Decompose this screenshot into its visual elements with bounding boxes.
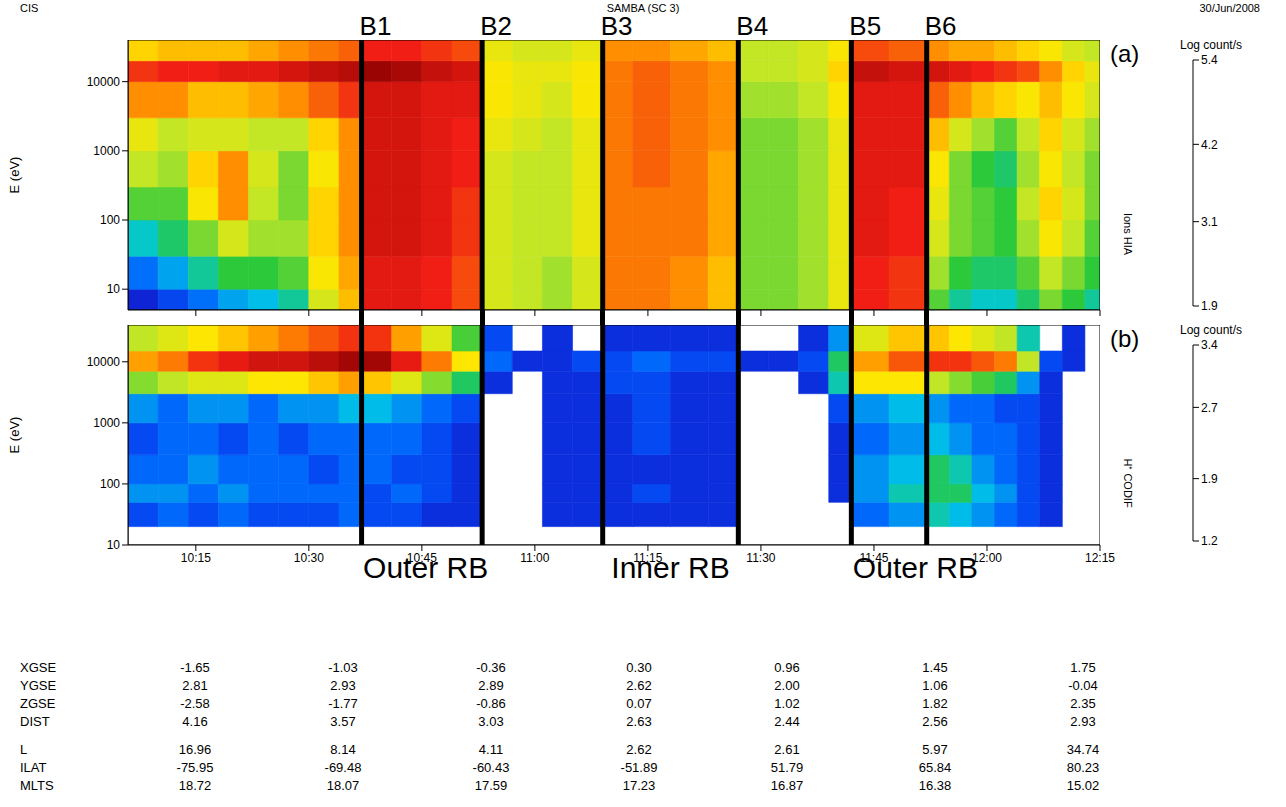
svg-text:E (eV): E (eV) — [7, 417, 22, 454]
html-text:-0.86: -0.86 — [476, 696, 506, 711]
html-text:B5: B5 — [849, 11, 882, 41]
svg-text:10: 10 — [107, 538, 121, 552]
html-text:B2: B2 — [480, 11, 512, 41]
html-text:-60.43: -60.43 — [472, 760, 510, 775]
html-text:18.72: 18.72 — [178, 778, 212, 793]
html-text:80.23: 80.23 — [1066, 760, 1100, 775]
html-text:B4: B4 — [736, 11, 769, 41]
svg-text:2.7: 2.7 — [1201, 401, 1218, 415]
html-text:16.38: 16.38 — [918, 778, 952, 793]
svg-text:12:00: 12:00 — [972, 550, 1002, 565]
svg-text:1.9: 1.9 — [1201, 299, 1218, 312]
html-text:17.59: 17.59 — [474, 778, 508, 793]
html-text:Inner RB: Inner RB — [611, 551, 730, 584]
html-text:30/Jun/2008: 30/Jun/2008 — [1199, 2, 1260, 14]
html-text:B1: B1 — [359, 11, 392, 41]
html-text:ILAT: ILAT — [20, 760, 47, 775]
html-text:2.00: 2.00 — [774, 678, 800, 693]
html-text:Outer RB: Outer RB — [363, 551, 489, 584]
html-text:2.35: 2.35 — [1070, 696, 1096, 711]
html-text:65.84: 65.84 — [918, 760, 952, 775]
svg-text:12:15: 12:15 — [1085, 551, 1115, 565]
svg-text:10:15: 10:15 — [181, 551, 211, 565]
html-text:MLTS: MLTS — [20, 778, 54, 793]
html-text:3.03: 3.03 — [478, 714, 504, 729]
svg-text:E (eV): E (eV) — [7, 157, 22, 194]
html-text:-1.77: -1.77 — [328, 696, 358, 711]
html-text:16.87: 16.87 — [770, 778, 804, 793]
html-text:-1.03: -1.03 — [328, 660, 358, 675]
html-text:Log count/s: Log count/s — [1180, 38, 1242, 52]
svg-text:10000: 10000 — [87, 355, 121, 369]
html-text:ZGSE: ZGSE — [20, 696, 56, 711]
svg-text:1.2: 1.2 — [1201, 534, 1218, 547]
svg-text:5.4: 5.4 — [1201, 54, 1218, 67]
html-text:1.75: 1.75 — [1070, 660, 1096, 675]
svg-text:11:00: 11:00 — [520, 551, 549, 565]
html-text:0.07: 0.07 — [626, 696, 652, 711]
html-text:2.63: 2.63 — [626, 714, 652, 729]
html-text:Ions HIA: Ions HIA — [1122, 213, 1134, 256]
html-text:2.93: 2.93 — [1070, 714, 1096, 729]
html-text:2.62: 2.62 — [626, 742, 652, 757]
svg-text:1.9: 1.9 — [1201, 472, 1218, 486]
html-text:-1.65: -1.65 — [180, 660, 210, 675]
html-text:-69.48: -69.48 — [324, 760, 362, 775]
html-text:2.56: 2.56 — [922, 714, 948, 729]
html-text:(a): (a) — [1110, 40, 1140, 67]
html-text:1.02: 1.02 — [774, 696, 800, 711]
html-text:-75.95: -75.95 — [176, 760, 214, 775]
html-text:0.30: 0.30 — [626, 660, 652, 675]
html-text:-0.04: -0.04 — [1068, 678, 1098, 693]
svg-text:1000: 1000 — [93, 416, 120, 430]
html-text:2.61: 2.61 — [774, 742, 800, 757]
html-text:5.97: 5.97 — [922, 742, 948, 757]
html-text:B3: B3 — [600, 11, 633, 41]
html-text:Outer RB: Outer RB — [852, 551, 978, 584]
html-text:51.79: 51.79 — [770, 760, 804, 775]
html-text:CIS: CIS — [20, 2, 39, 14]
svg-text:11:30: 11:30 — [746, 551, 775, 565]
svg-text:1000: 1000 — [93, 144, 120, 158]
html-text:1.06: 1.06 — [922, 678, 948, 693]
html-text:17.23: 17.23 — [622, 778, 656, 793]
svg-text:100: 100 — [100, 477, 120, 491]
html-text:DIST: DIST — [20, 714, 50, 729]
html-text:-51.89: -51.89 — [620, 760, 658, 775]
html-text:(b): (b) — [1110, 325, 1140, 352]
html-text:XGSE: XGSE — [20, 660, 57, 675]
html-text:0.96: 0.96 — [774, 660, 800, 675]
html-text:8.14: 8.14 — [330, 742, 356, 757]
html-text:-0.36: -0.36 — [476, 660, 506, 675]
html-text:2.44: 2.44 — [774, 714, 800, 729]
html-text:B6: B6 — [924, 11, 957, 41]
html-text:H⁺ CODIF: H⁺ CODIF — [1121, 458, 1134, 508]
html-text:16.96: 16.96 — [178, 742, 212, 757]
svg-text:10: 10 — [107, 282, 121, 296]
html-text:Log count/s: Log count/s — [1180, 323, 1242, 337]
html-text:4.11: 4.11 — [478, 742, 504, 757]
html-text:2.89: 2.89 — [478, 678, 504, 693]
html-text:SAMBA (SC 3): SAMBA (SC 3) — [606, 2, 680, 14]
html-text:3.57: 3.57 — [330, 714, 356, 729]
html-text:1.45: 1.45 — [922, 660, 948, 675]
html-text:18.07: 18.07 — [326, 778, 360, 793]
html-text:15.02: 15.02 — [1066, 778, 1100, 793]
svg-text:4.2: 4.2 — [1201, 138, 1218, 152]
html-text:2.93: 2.93 — [330, 678, 356, 693]
html-text:-2.58: -2.58 — [180, 696, 210, 711]
html-text:L: L — [20, 742, 28, 757]
html-text:YGSE: YGSE — [20, 678, 57, 693]
svg-text:10:30: 10:30 — [294, 551, 324, 565]
html-text:1.82: 1.82 — [922, 696, 948, 711]
html-text:4.16: 4.16 — [182, 714, 208, 729]
svg-text:100: 100 — [100, 213, 120, 227]
svg-text:3.1: 3.1 — [1201, 215, 1218, 229]
html-text:34.74: 34.74 — [1066, 742, 1100, 757]
html-text:2.81: 2.81 — [182, 678, 208, 693]
svg-text:10000: 10000 — [87, 75, 121, 89]
svg-text:3.4: 3.4 — [1201, 339, 1218, 352]
html-text:2.62: 2.62 — [626, 678, 652, 693]
